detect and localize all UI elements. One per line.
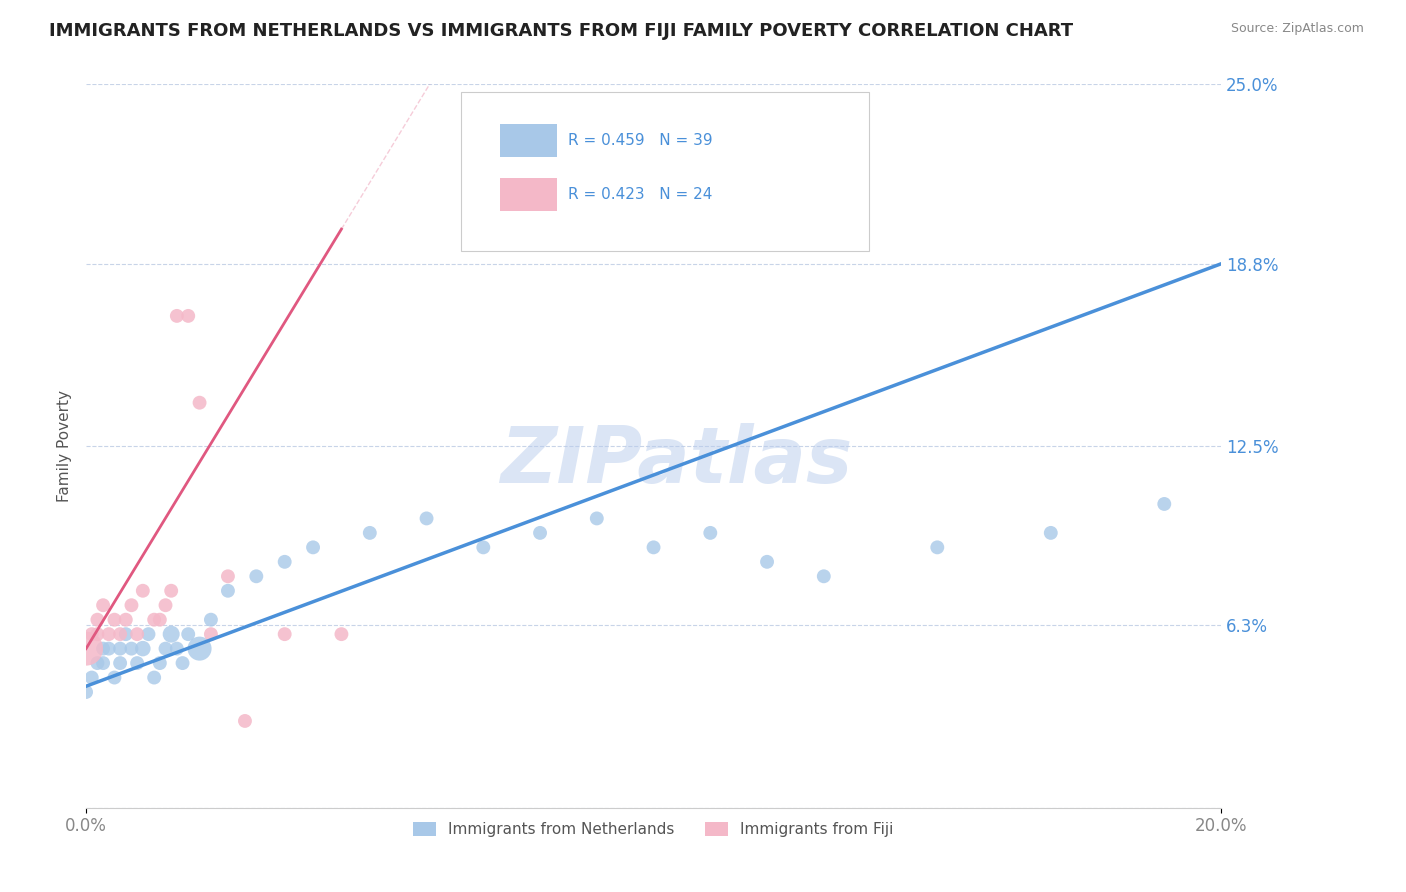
Point [273,555,295,569]
Point [108,627,131,641]
Point [143,671,166,685]
Text: R = 0.459   N = 39: R = 0.459 N = 39 [568,134,713,148]
Point [1039,525,1062,540]
Point [121,599,143,613]
Text: ZIPatlas: ZIPatlas [501,423,852,499]
Point [86,613,108,627]
Point [217,583,239,598]
Point [155,599,177,613]
Legend: Immigrants from Netherlands, Immigrants from Fiji: Immigrants from Netherlands, Immigrants … [408,816,900,844]
Point [75,685,97,699]
Point [75,641,97,656]
Point [91,656,114,670]
Point [160,583,183,598]
Point [138,627,160,641]
Point [177,309,200,323]
Point [188,641,211,656]
Point [233,714,256,728]
Point [200,627,222,641]
Point [132,641,155,656]
Point [149,613,172,627]
Point [188,395,211,409]
Point [127,627,149,641]
Point [121,641,143,656]
Point [108,641,131,656]
Point [273,627,295,641]
Point [415,511,437,525]
Point [97,641,120,656]
Text: IMMIGRANTS FROM NETHERLANDS VS IMMIGRANTS FROM FIJI FAMILY POVERTY CORRELATION C: IMMIGRANTS FROM NETHERLANDS VS IMMIGRANT… [49,22,1073,40]
Point [143,613,166,627]
Point [132,583,155,598]
FancyBboxPatch shape [501,178,557,211]
Text: Source: ZipAtlas.com: Source: ZipAtlas.com [1230,22,1364,36]
Point [166,641,188,656]
Point [103,671,125,685]
Point [166,309,188,323]
Point [177,627,200,641]
Point [813,569,835,583]
Point [330,627,353,641]
Point [86,656,108,670]
Point [149,656,172,670]
Point [80,671,103,685]
Point [114,627,136,641]
Point [155,641,177,656]
Point [91,599,114,613]
Point [80,627,103,641]
Point [86,627,108,641]
Point [217,569,239,583]
Point [699,525,721,540]
Point [200,613,222,627]
Point [245,569,267,583]
Text: R = 0.423   N = 24: R = 0.423 N = 24 [568,187,713,202]
Point [359,525,381,540]
Point [160,627,183,641]
Point [127,656,149,670]
Point [97,627,120,641]
Point [1153,497,1175,511]
Point [756,555,779,569]
Point [108,656,131,670]
Y-axis label: Family Poverty: Family Poverty [58,390,72,502]
Point [91,641,114,656]
Point [585,511,607,525]
Point [643,541,665,555]
Point [172,656,194,670]
FancyBboxPatch shape [501,124,557,157]
Point [302,541,325,555]
Point [529,525,551,540]
Point [472,541,495,555]
Point [114,613,136,627]
Point [103,613,125,627]
FancyBboxPatch shape [461,92,869,251]
Point [927,541,949,555]
